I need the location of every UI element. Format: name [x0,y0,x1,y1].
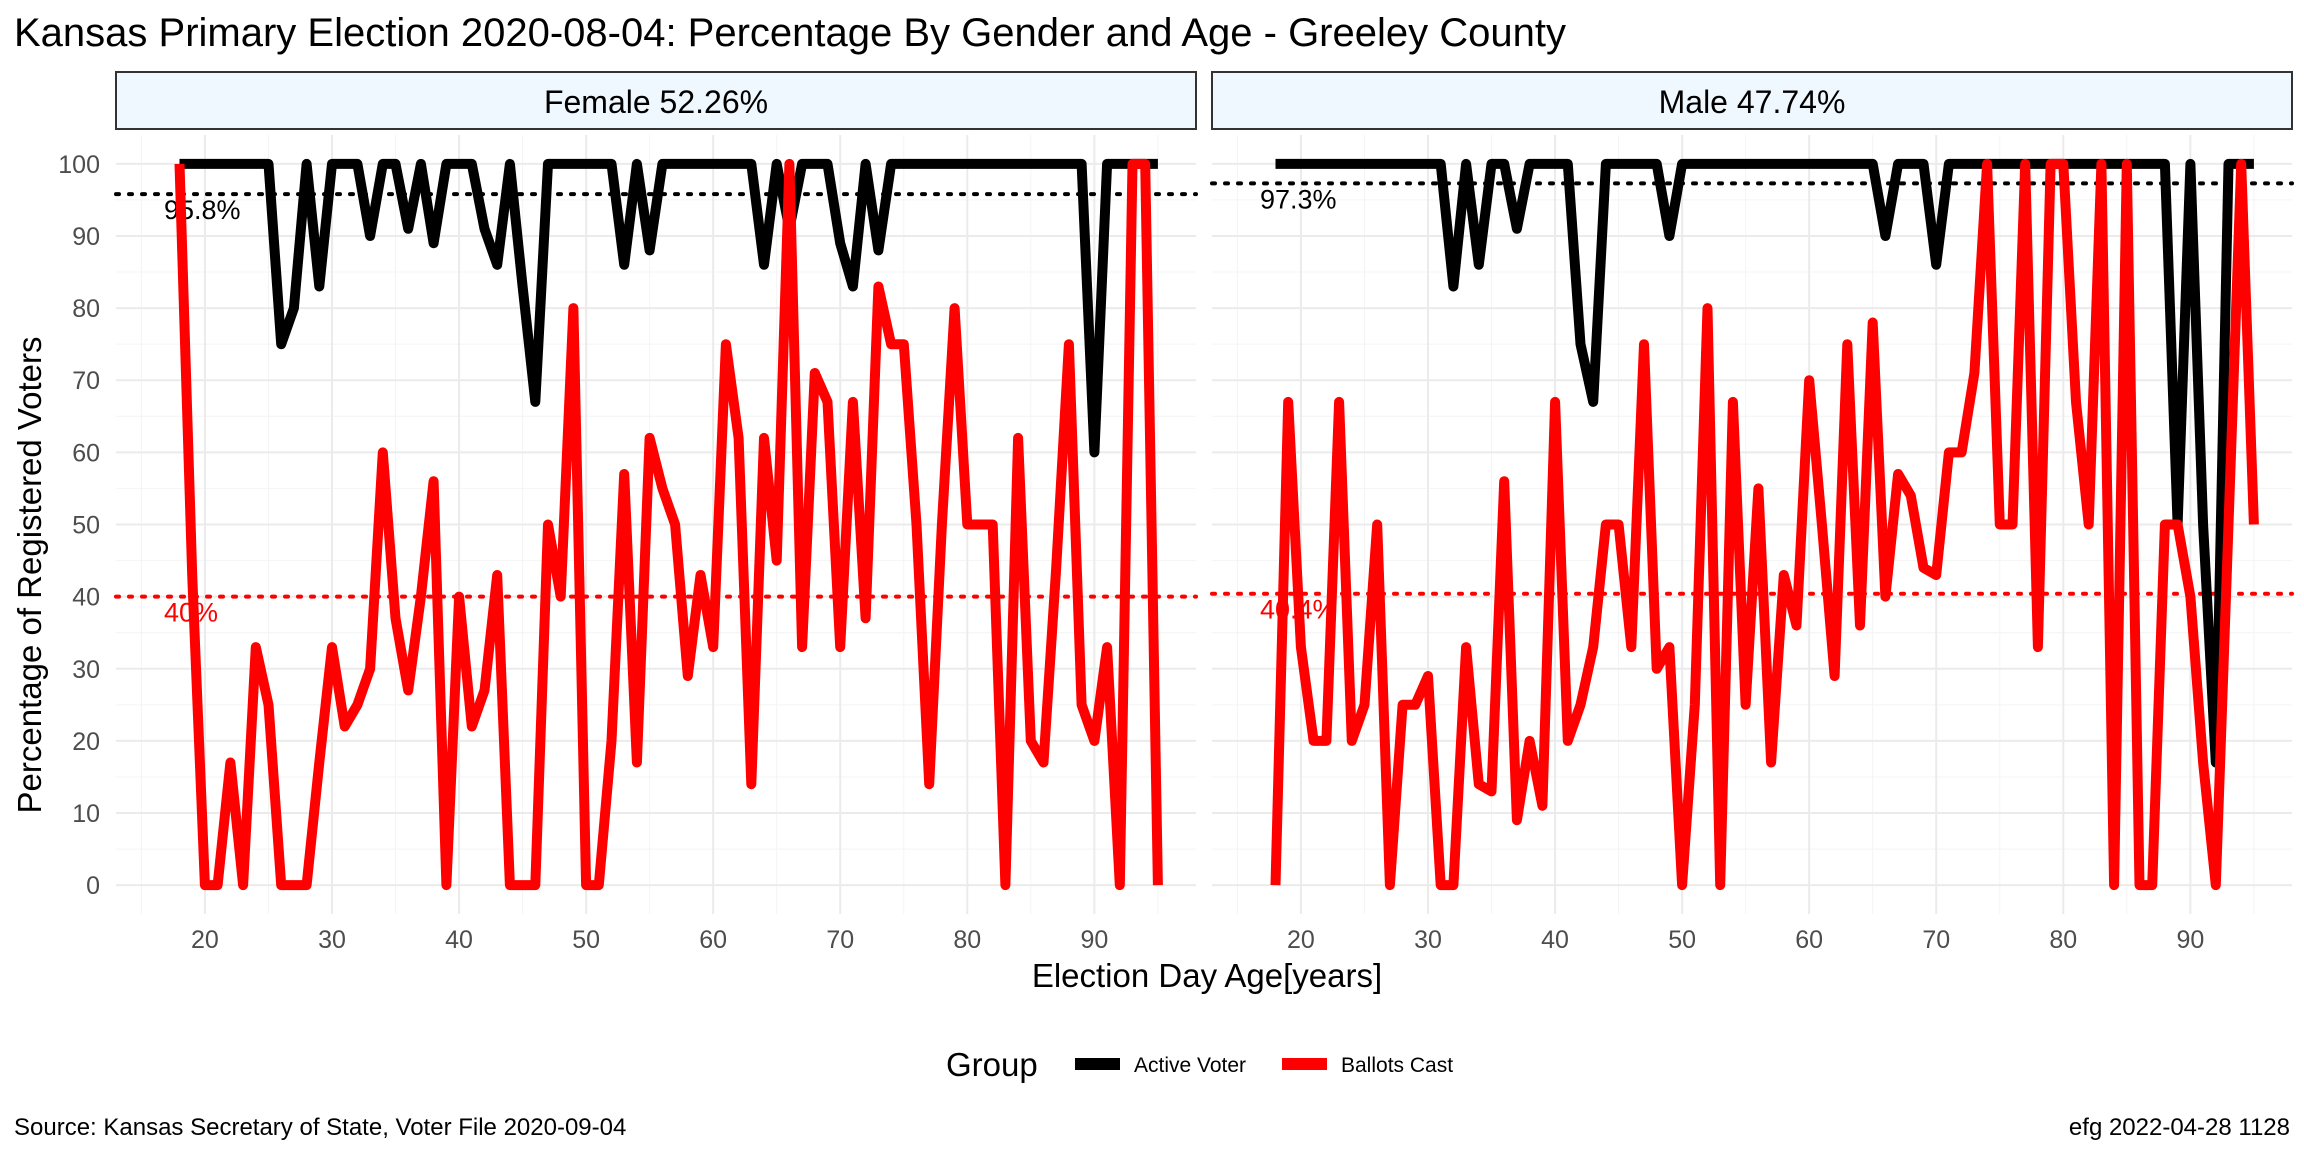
strip-label-male: Male 47.74% [1659,84,1846,120]
x-tick-label: 80 [2049,926,2077,954]
x-tick-label: 80 [953,926,981,954]
legend-label-ballots: Ballots Cast [1341,1054,1453,1077]
y-tick-label: 0 [86,872,100,900]
chart-title: Kansas Primary Election 2020-08-04: Perc… [14,11,1566,55]
panel-male: Male 47.74% 97.3%40.4% 20 30 40 50 60 70 80 90 [1210,71,2294,954]
x-ticks-male: 20 30 40 50 60 70 80 90 [1287,926,2204,954]
strip-label-female: Female 52.26% [544,84,768,120]
caption-source: Source: Kansas Secretary of State, Voter… [14,1114,626,1141]
x-tick-label: 50 [572,926,600,954]
reference-label-active: 95.8% [164,195,241,225]
strip-female [115,71,1197,130]
legend-label-active: Active Voter [1134,1054,1246,1077]
x-tick-label: 20 [1287,926,1315,954]
x-tick-label: 40 [1541,926,1569,954]
legend-title: Group [946,1046,1038,1083]
x-axis-title: Election Day Age[years] [1032,957,1382,994]
series-line-active-voter [179,158,1158,458]
y-tick-label: 100 [58,151,100,179]
legend: Group Active Voter Ballots Cast [946,1046,1453,1083]
x-tick-label: 90 [2176,926,2204,954]
x-tick-label: 20 [191,926,219,954]
y-tick-label: 40 [72,584,100,612]
x-tick-label: 70 [826,926,854,954]
y-tick-label: 10 [72,800,100,828]
series-female [174,158,1163,891]
x-tick-label: 50 [1668,926,1696,954]
series-line-ballots-cast [174,158,1163,891]
y-axis-title: Percentage of Registered Voters [11,337,48,814]
y-tick-label: 60 [72,439,100,467]
strip-male [1211,71,2293,130]
x-tick-label: 70 [1922,926,1950,954]
caption-credit: efg 2022-04-28 1128 [2069,1114,2290,1141]
reference-label-active: 97.3% [1260,184,1337,214]
y-tick-label: 30 [72,656,100,684]
y-tick-label: 20 [72,728,100,756]
x-tick-label: 90 [1080,926,1108,954]
x-tick-label: 30 [318,926,346,954]
series-male [1270,158,2259,891]
panel-female: Female 52.26% 95.8%40% 20 30 40 50 60 70 80 90 [114,71,1198,954]
series-line-ballots-cast [1270,158,2259,891]
series-line-active-voter [1275,158,2254,768]
y-tick-label: 70 [72,367,100,395]
x-tick-label: 60 [699,926,727,954]
y-tick-label: 90 [72,223,100,251]
x-ticks-female: 20 30 40 50 60 70 80 90 [191,926,1108,954]
x-tick-label: 30 [1414,926,1442,954]
x-tick-label: 40 [445,926,473,954]
y-axis-ticks: 0 10 20 30 40 50 60 70 80 90 100 [58,151,100,900]
y-tick-label: 80 [72,295,100,323]
y-tick-label: 50 [72,512,100,540]
x-tick-label: 60 [1795,926,1823,954]
